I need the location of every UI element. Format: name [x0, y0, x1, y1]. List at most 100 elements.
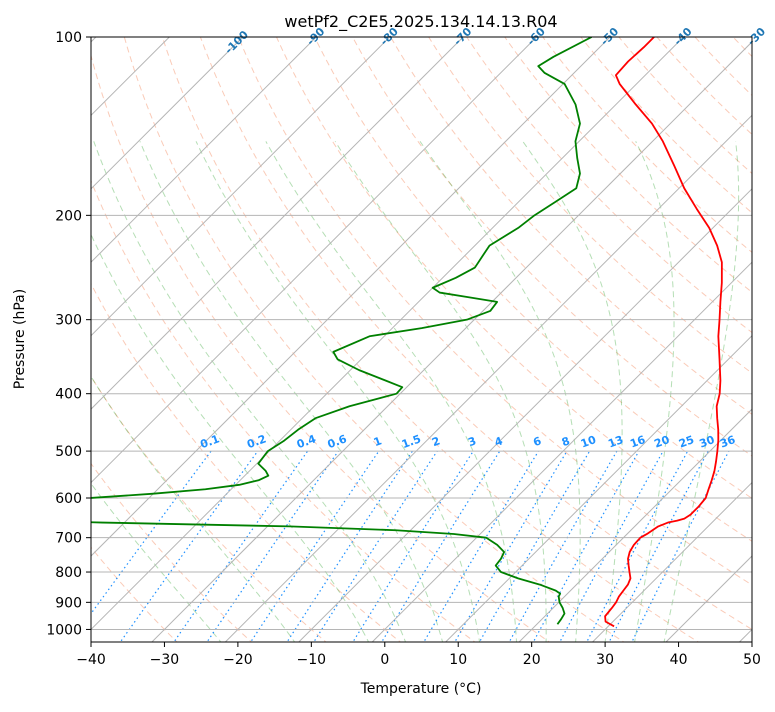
mixing-ratio-label: 4: [493, 434, 505, 449]
moist-adiabat-line-11: [663, 141, 740, 642]
mixing-ratio-line-12: [508, 450, 618, 642]
chart-title: wetPf2_C2E5.2025.134.14.13.R04: [284, 12, 557, 32]
mixing-ratio-line-17: [631, 450, 730, 642]
y-tick-label: 100: [55, 30, 82, 46]
dry-adiabat-line-23: [758, 24, 775, 645]
mixing-ratio-line-1: [119, 450, 259, 642]
mixing-ratio-label: 2: [430, 434, 442, 449]
mixing-ratio-label: 1: [372, 434, 384, 449]
profile-series-line-0: [604, 37, 723, 628]
isotherm-line: [445, 334, 752, 642]
mixing-ratio-label: 16: [628, 433, 647, 451]
x-tick-label: −40: [76, 652, 106, 668]
isotherm-line: [665, 555, 752, 642]
moist-adiabat-line-6: [265, 141, 518, 642]
x-tick-label: 20: [523, 652, 541, 668]
mixing-ratio-line-16: [608, 450, 709, 642]
moist-adiabat-line-5: [195, 141, 481, 642]
mixing-ratio-label: 0.4: [295, 432, 318, 451]
dry-adiabat-line-14: [428, 37, 752, 374]
isotherm-label: -100: [222, 28, 251, 57]
mixing-ratio-line-5: [286, 450, 413, 642]
x-tick-label: 30: [596, 652, 614, 668]
x-axis-title: Temperature (°C): [360, 681, 482, 697]
mixing-ratio-label: 25: [677, 433, 696, 450]
x-tick-label: 0: [380, 652, 389, 668]
mixing-ratio-label: 20: [652, 433, 671, 451]
mixing-ratio-label: 0.1: [199, 432, 222, 451]
x-tick-label: −20: [223, 652, 253, 668]
x-tick-label: −10: [297, 652, 327, 668]
dry-adiabat-line-13: [390, 37, 752, 415]
moist-adiabat-line-10: [634, 141, 675, 642]
dry-adiabat-line-17: [542, 37, 752, 253]
isotherm-line: [592, 481, 752, 642]
mixing-ratio-label: 10: [579, 433, 598, 451]
isotherm-line: [91, 37, 391, 337]
dry-adiabat-line-8: [199, 37, 752, 631]
isotherm-line: [91, 37, 244, 190]
moist-adiabat-line-0: [91, 482, 222, 642]
mixing-ratio-line-10: [454, 450, 568, 642]
mixing-ratio-label: 13: [606, 433, 625, 450]
profile-lines: [91, 37, 723, 628]
dry-adiabat-line-20: [656, 37, 752, 136]
y-tick-label: 300: [55, 313, 82, 329]
dry-adiabat-line-18: [580, 37, 752, 214]
moist-adiabat-line-2: [91, 233, 370, 642]
mixing-ratio-line-15: [586, 450, 689, 642]
mixing-ratio-label: 0.2: [245, 432, 268, 451]
mixing-ratio-label: 1.5: [400, 432, 423, 451]
mixing-ratio-line-9: [423, 450, 540, 642]
isotherm-line: [91, 37, 684, 631]
isotherm-line: [91, 37, 317, 263]
y-tick-label: 500: [55, 444, 82, 460]
dry-adiabat-line-21: [694, 37, 752, 97]
y-tick-label: 900: [55, 595, 82, 611]
dry-adiabat-line-22: [732, 37, 752, 58]
x-tick-label: −30: [150, 652, 180, 668]
background-lines: [91, 24, 775, 645]
mixing-ratio-label: 6: [531, 434, 543, 449]
mixing-ratio-line-0: [91, 450, 212, 615]
moist-adiabat-line-9: [522, 141, 623, 642]
moist-adiabat-line-3: [93, 141, 407, 642]
dry-adiabat-line-9: [237, 37, 752, 586]
isotherm-line: [371, 261, 752, 642]
y-tick-label: 700: [55, 531, 82, 547]
dry-adiabat-line-4: [91, 179, 476, 642]
y-tick-label: 600: [55, 491, 82, 507]
mixing-ratio-label: 30: [698, 433, 717, 451]
mixing-ratio-line-14: [559, 450, 664, 642]
isotherm-line: [151, 41, 752, 642]
isotherm-line: [739, 628, 752, 642]
y-tick-label: 200: [55, 208, 82, 224]
mixing-ratio-line-3: [206, 450, 339, 642]
dry-adiabat-line-1: [91, 462, 253, 642]
mixing-ratio-line-8: [381, 450, 501, 642]
dry-adiabat-line-11: [313, 37, 752, 499]
moist-adiabat-line-8: [419, 141, 581, 642]
isotherm-line: [91, 37, 537, 484]
isotherm-line: [298, 188, 752, 642]
dry-adiabat-line-10: [275, 37, 752, 542]
moist-adiabat-line-1: [91, 375, 296, 642]
dry-adiabat-line-3: [91, 282, 402, 642]
mixing-ratio-label: 0.6: [326, 432, 349, 451]
x-tick-label: 10: [449, 652, 467, 668]
moist-adiabat-line-4: [139, 141, 444, 642]
dry-adiabat-line-12: [352, 37, 752, 457]
y-axis-title: Pressure (hPa): [12, 289, 28, 389]
y-tick-label: 800: [55, 565, 82, 581]
isotherm-line: [518, 408, 752, 642]
x-tick-label: 40: [670, 652, 688, 668]
mixing-ratio-line-6: [313, 450, 438, 642]
mixing-ratio-label: 8: [560, 434, 572, 449]
mixing-ratio-label: 36: [718, 433, 737, 451]
isotherm-line: [224, 114, 752, 642]
isotherm-line: [91, 37, 464, 410]
dry-adiabat-line-2: [91, 375, 327, 642]
x-tick-label: 50: [743, 652, 761, 668]
